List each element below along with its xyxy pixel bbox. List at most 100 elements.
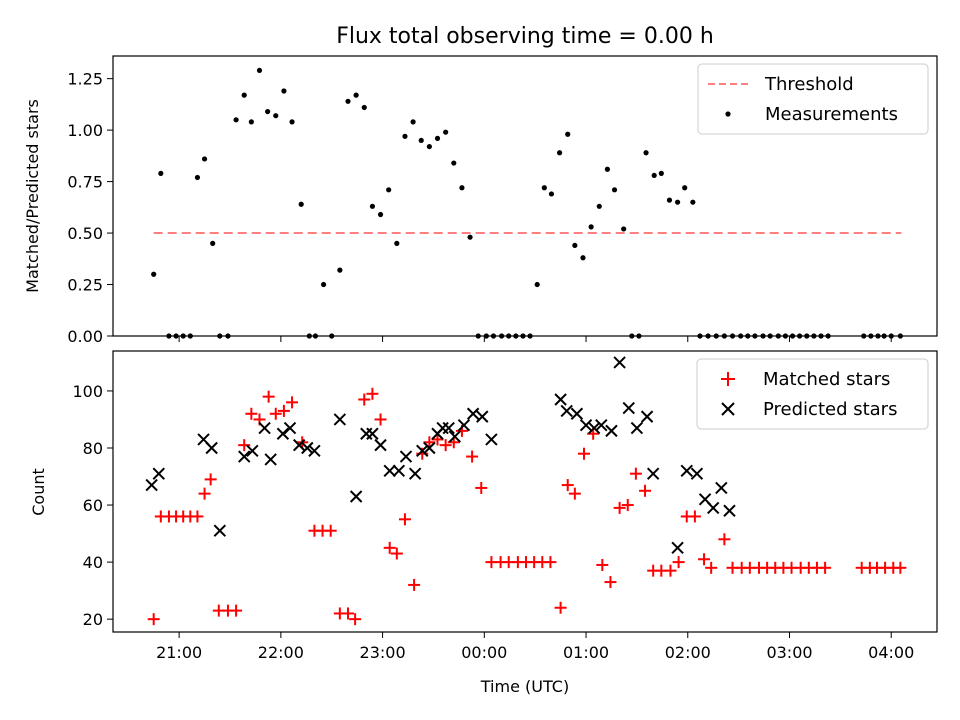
measurement-point [888, 333, 894, 339]
matched-star-point [238, 439, 251, 452]
measurement-point [804, 333, 810, 339]
predicted-star-point [595, 418, 608, 432]
predicted-star-point [383, 464, 396, 478]
measurement-point [434, 135, 441, 141]
matched-star-point [475, 481, 488, 494]
matched-star-point [230, 604, 243, 617]
top-y-tick-label: 0.75 [67, 173, 103, 192]
measurement-point [289, 119, 295, 125]
measurement-point [782, 333, 789, 339]
predicted-star-point [416, 444, 429, 458]
top-legend: Threshold Measurements [697, 63, 929, 135]
x-tick-label: 02:00 [665, 643, 711, 662]
legend-measurements-label: Measurements [765, 104, 898, 125]
matched-star-point [705, 561, 718, 574]
top-y-tick-label: 1.25 [67, 70, 103, 89]
measurement-point [459, 185, 465, 191]
measurement-point [201, 156, 208, 162]
measurement-point [451, 160, 457, 166]
measurement-point [534, 281, 540, 288]
predicted-star-point [690, 467, 704, 480]
measurement-point [306, 333, 312, 339]
measurement-point [151, 271, 157, 277]
x-tick-label: 04:00 [868, 643, 914, 662]
matched-star-point [286, 396, 299, 409]
measurement-point [248, 119, 254, 125]
matched-star-point [204, 473, 217, 486]
matched-stars-points [147, 387, 907, 626]
x-tick-label: 03:00 [766, 643, 812, 662]
top-y-axis-label: Matched/Predicted stars [23, 99, 42, 293]
matched-star-point [245, 407, 258, 420]
legend-matched-swatch [721, 372, 735, 386]
measurement-point [745, 333, 751, 339]
measurement-point [674, 199, 681, 205]
measurement-point [426, 143, 432, 150]
measurements-points [151, 67, 903, 339]
predicted-star-point [560, 404, 573, 418]
measurement-point [572, 242, 578, 249]
measurement-point [312, 333, 319, 339]
measurement-point [789, 333, 796, 339]
predicted-star-point [485, 433, 498, 446]
matched-star-point [718, 533, 731, 546]
predicted-star-point [646, 467, 660, 480]
predicted-star-point [570, 407, 584, 420]
matched-star-point [554, 601, 567, 614]
measurement-point [180, 333, 186, 339]
matched-star-point [604, 576, 617, 589]
matched-star-point [408, 578, 421, 591]
measurement-point [541, 185, 547, 191]
measurement-point [621, 226, 627, 232]
measurement-point [353, 92, 359, 98]
measurement-point [636, 333, 642, 339]
predicted-stars-points [145, 356, 736, 555]
predicted-star-point [622, 401, 635, 415]
top-panel: 0.00 0.25 0.50 0.75 1.00 1.25 Matched/Predict… [23, 55, 938, 346]
measurement-point [596, 203, 602, 209]
measurement-point [386, 187, 392, 193]
measurement-point [629, 333, 635, 339]
predicted-star-point [276, 427, 290, 440]
bottom-y-tick-label: 80 [83, 439, 103, 458]
top-y-tick-label: 0.25 [67, 276, 103, 295]
matched-star-point [269, 407, 282, 420]
measurement-point [490, 333, 497, 339]
measurement-point [345, 98, 351, 104]
predicted-star-point [399, 450, 413, 463]
measurement-point [611, 187, 618, 193]
measurement-point [752, 333, 758, 339]
measurement-point [443, 129, 449, 135]
measurement-point [825, 333, 831, 339]
bottom-y-axis-label: Count [29, 468, 48, 516]
matched-star-point [366, 387, 379, 400]
x-tick-label: 00:00 [461, 643, 507, 662]
measurement-point [738, 333, 744, 339]
matched-star-point [688, 510, 701, 523]
matched-star-point [639, 484, 652, 497]
matched-star-point [466, 450, 479, 463]
bottom-legend-box [696, 358, 929, 430]
x-axis-label: Time (UTC) [480, 677, 569, 696]
matched-star-point [672, 556, 685, 569]
measurement-point [548, 191, 555, 197]
measurement-point [265, 108, 271, 115]
measurement-point [527, 333, 533, 339]
legend-measurements-swatch [725, 111, 731, 117]
bottom-y-tick-label: 100 [72, 382, 103, 401]
predicted-star-point [213, 524, 227, 537]
measurement-point [166, 333, 172, 339]
predicted-star-point [238, 450, 251, 463]
predicted-star-point [476, 410, 489, 423]
measurement-point [811, 333, 817, 339]
matched-star-point [613, 501, 626, 514]
matched-star-point [544, 556, 557, 569]
measurement-point [187, 333, 193, 339]
matched-star-point [349, 613, 362, 626]
measurement-point [217, 333, 223, 339]
measurement-point [329, 333, 335, 339]
measurement-point [158, 170, 164, 176]
measurement-point [210, 240, 216, 246]
predicted-star-point [554, 393, 567, 406]
measurement-point [394, 240, 400, 246]
